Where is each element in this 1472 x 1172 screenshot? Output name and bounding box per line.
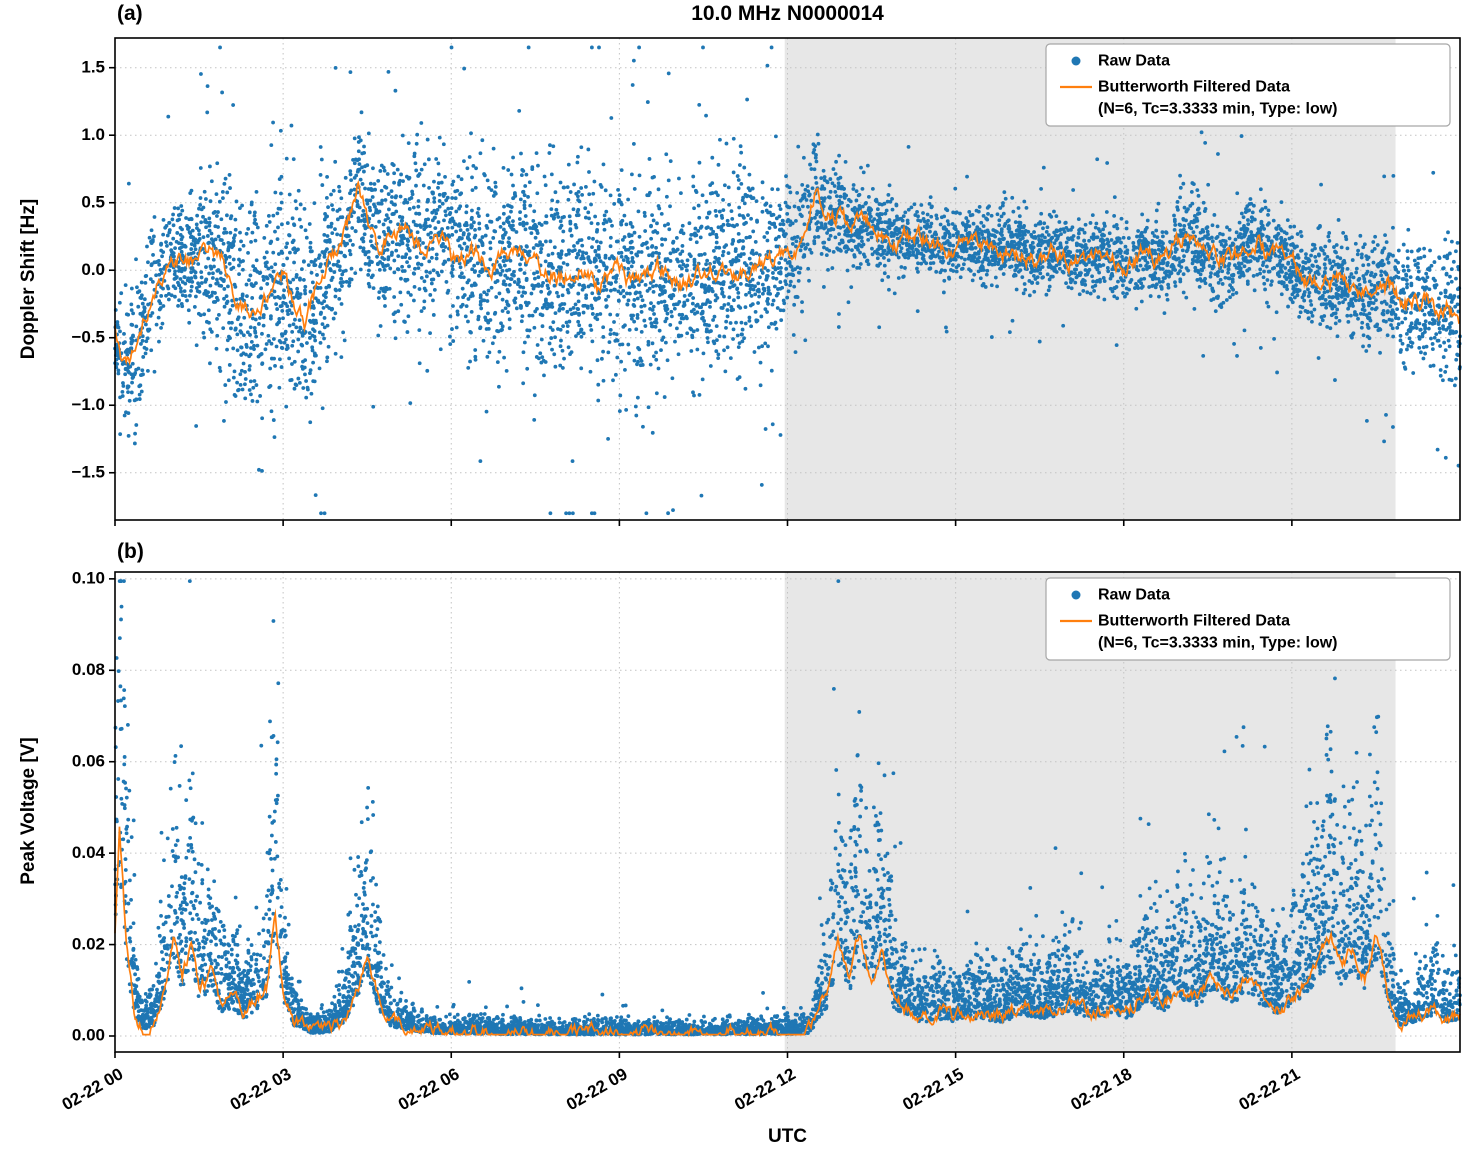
panel-b-label: (b): [117, 540, 144, 563]
doppler-shift-chart: [0, 0, 1472, 535]
peak-voltage-chart: [0, 535, 1472, 1172]
panel-a-label: (a): [117, 2, 143, 25]
y-axis-label-voltage: Peak Voltage [V]: [18, 737, 39, 885]
y-axis-label-doppler: Doppler Shift [Hz]: [18, 198, 39, 360]
x-axis-label: UTC: [767, 1126, 808, 1147]
chart-title: 10.0 MHz N0000014: [691, 2, 884, 25]
